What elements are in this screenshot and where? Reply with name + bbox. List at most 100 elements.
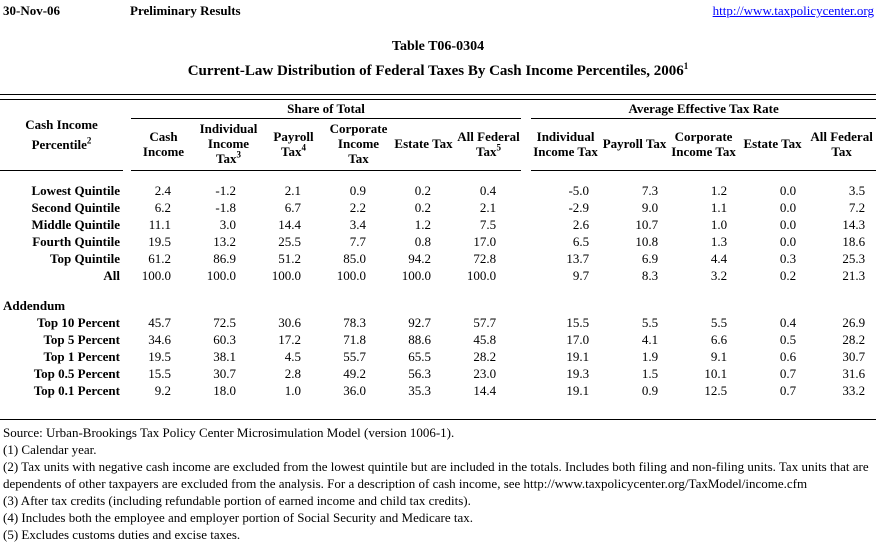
row-label: Top 0.1 Percent — [33, 383, 120, 398]
row-label: All — [103, 268, 120, 283]
num-cell: 1.9 — [641, 349, 659, 364]
num-cell: 0.4 — [479, 183, 497, 198]
addendum-label: Addendum — [3, 298, 66, 313]
num-cell: 5.5 — [710, 315, 728, 330]
num-cell: 56.3 — [408, 366, 431, 381]
num-cell: 49.2 — [343, 366, 366, 381]
num-cell: 4.1 — [641, 332, 659, 347]
num-cell: 0.2 — [414, 183, 431, 198]
num-cell: 0.0 — [779, 217, 797, 232]
num-cell: 60.3 — [213, 332, 236, 347]
row-label: Lowest Quintile — [31, 183, 120, 198]
table-row: Lowest Quintile 2.4 -1.2 2.1 0.9 0.2 0.4… — [0, 183, 876, 200]
num-cell: 35.3 — [408, 383, 431, 398]
num-cell: 3.5 — [848, 183, 866, 198]
num-cell: 3.0 — [219, 217, 236, 232]
num-cell: 0.8 — [414, 234, 431, 249]
col-rate-all-federal-tax: All Federal Tax — [807, 118, 876, 171]
num-cell: 0.2 — [414, 200, 431, 215]
num-cell: 15.5 — [566, 315, 590, 330]
num-cell: 7.3 — [641, 183, 659, 198]
superscript: 1 — [683, 61, 689, 71]
num-cell: 19.5 — [148, 234, 171, 249]
superscript: 4 — [301, 142, 306, 153]
col-share-individual-income-tax: Individual Income Tax3 — [196, 118, 261, 171]
num-cell: 19.1 — [566, 383, 590, 398]
num-cell: 0.9 — [349, 183, 366, 198]
num-cell: 7.5 — [479, 217, 497, 232]
num-cell: 61.2 — [148, 251, 171, 266]
num-cell: 2.6 — [572, 217, 590, 232]
num-cell: 65.5 — [408, 349, 431, 364]
num-cell: 14.3 — [842, 217, 866, 232]
num-cell: 9.0 — [641, 200, 659, 215]
num-cell: -1.8 — [215, 200, 236, 215]
col-share-all-federal-tax: All Federal Tax5 — [456, 118, 522, 171]
group-header-rate: Average Effective Tax Rate — [531, 100, 876, 119]
num-cell: 8.3 — [641, 268, 659, 283]
num-cell: 19.1 — [566, 349, 590, 364]
row-label: Middle Quintile — [31, 217, 120, 232]
col-rate-estate-tax: Estate Tax — [738, 118, 808, 171]
col-share-cash-income: Cash Income — [131, 118, 196, 171]
num-cell: 100.0 — [206, 268, 236, 283]
num-cell: 1.2 — [414, 217, 431, 232]
spacer — [0, 171, 876, 183]
num-cell: 72.5 — [213, 315, 236, 330]
num-cell: 33.2 — [842, 383, 866, 398]
num-cell: 36.0 — [343, 383, 366, 398]
table-row: Top 0.5 Percent 15.5 30.7 2.8 49.2 56.3 … — [0, 366, 876, 383]
table-row: Fourth Quintile 19.5 13.2 25.5 7.7 0.8 1… — [0, 234, 876, 251]
num-cell: 30.7 — [213, 366, 236, 381]
num-cell: 72.8 — [473, 251, 497, 266]
num-cell: 71.8 — [343, 332, 366, 347]
superscript: 3 — [236, 149, 241, 160]
row-label: Top 1 Percent — [43, 349, 120, 364]
tax-table: Cash Income Percentile2 Share of Total A… — [0, 100, 876, 419]
num-cell: 1.0 — [284, 383, 301, 398]
num-cell: 0.7 — [779, 383, 797, 398]
num-cell: 25.5 — [278, 234, 301, 249]
num-cell: 100.0 — [336, 268, 366, 283]
num-cell: 0.0 — [779, 234, 797, 249]
num-cell: 1.0 — [710, 217, 728, 232]
num-cell: 0.7 — [779, 366, 797, 381]
num-cell: 34.6 — [148, 332, 171, 347]
num-cell: 1.5 — [641, 366, 659, 381]
site-link[interactable]: http://www.taxpolicycenter.org — [712, 3, 874, 18]
stub-header-line1: Cash Income — [25, 116, 98, 132]
num-cell: 23.0 — [473, 366, 497, 381]
num-cell: 30.7 — [842, 349, 866, 364]
footnote: (4) Includes both the employee and emplo… — [3, 509, 474, 525]
num-cell: 0.0 — [779, 183, 797, 198]
num-cell: 51.2 — [278, 251, 301, 266]
addendum-section: Addendum Top 10 Percent 45.7 72.5 30.6 7… — [0, 285, 876, 419]
num-cell: 45.8 — [473, 332, 497, 347]
table-row: Middle Quintile 11.1 3.0 14.4 3.4 1.2 7.… — [0, 217, 876, 234]
num-cell: 10.8 — [635, 234, 659, 249]
num-cell: -5.0 — [568, 183, 590, 198]
num-cell: 17.2 — [278, 332, 301, 347]
num-cell: 2.4 — [154, 183, 171, 198]
num-cell: 17.0 — [566, 332, 590, 347]
spacer — [0, 285, 876, 298]
page-date: 30-Nov-06 — [3, 3, 61, 18]
num-cell: 0.9 — [641, 383, 659, 398]
row-label: Second Quintile — [31, 200, 121, 215]
num-cell: 4.5 — [284, 349, 301, 364]
num-cell: 85.0 — [343, 251, 366, 266]
num-cell: 13.2 — [213, 234, 236, 249]
table-row: Top 0.1 Percent 9.2 18.0 1.0 36.0 35.3 1… — [0, 383, 876, 400]
num-cell: 2.2 — [349, 200, 366, 215]
footnote: (5) Excludes customs duties and excise t… — [3, 526, 241, 542]
num-cell: 0.0 — [779, 200, 797, 215]
row-label: Top 5 Percent — [43, 332, 120, 347]
table-row: Top Quintile 61.2 86.9 51.2 85.0 94.2 72… — [0, 251, 876, 268]
num-cell: 9.1 — [710, 349, 728, 364]
num-cell: 2.8 — [284, 366, 301, 381]
num-cell: 25.3 — [842, 251, 866, 266]
subtitle-text: Current-Law Distribution of Federal Taxe… — [187, 63, 684, 79]
num-cell: 1.2 — [710, 183, 728, 198]
num-cell: 7.2 — [848, 200, 866, 215]
num-cell: 3.2 — [710, 268, 728, 283]
